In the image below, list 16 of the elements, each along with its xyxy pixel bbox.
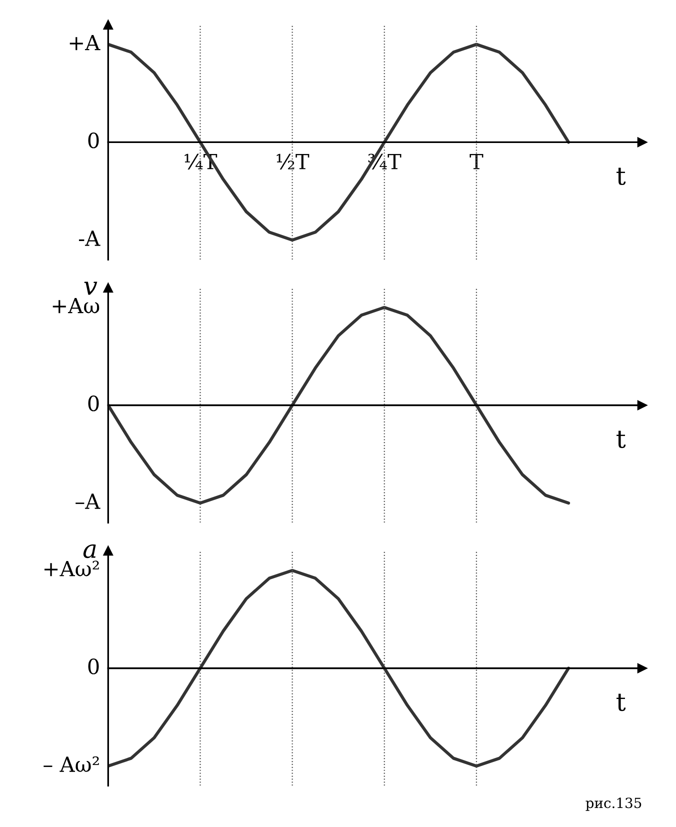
y-axis-title: v: [84, 282, 98, 295]
annotation: 0: [88, 658, 99, 674]
x-tick-label: ½T: [276, 154, 310, 170]
y-axis-title: a: [83, 544, 96, 558]
annotation: 0: [88, 396, 99, 412]
annotation: +A: [70, 34, 100, 50]
annotation: -A: [78, 230, 100, 246]
annotation: +Aω²: [44, 560, 99, 576]
annotation: –A: [76, 494, 100, 509]
x-axis-title: t: [616, 430, 626, 448]
x-axis-title: t: [616, 168, 626, 186]
x-axis-title: t: [616, 694, 626, 712]
annotation: +Aω: [52, 298, 100, 314]
annotation: 0: [88, 132, 99, 148]
annotation: – Aω²: [44, 756, 99, 772]
text: рис.135: [586, 798, 642, 811]
